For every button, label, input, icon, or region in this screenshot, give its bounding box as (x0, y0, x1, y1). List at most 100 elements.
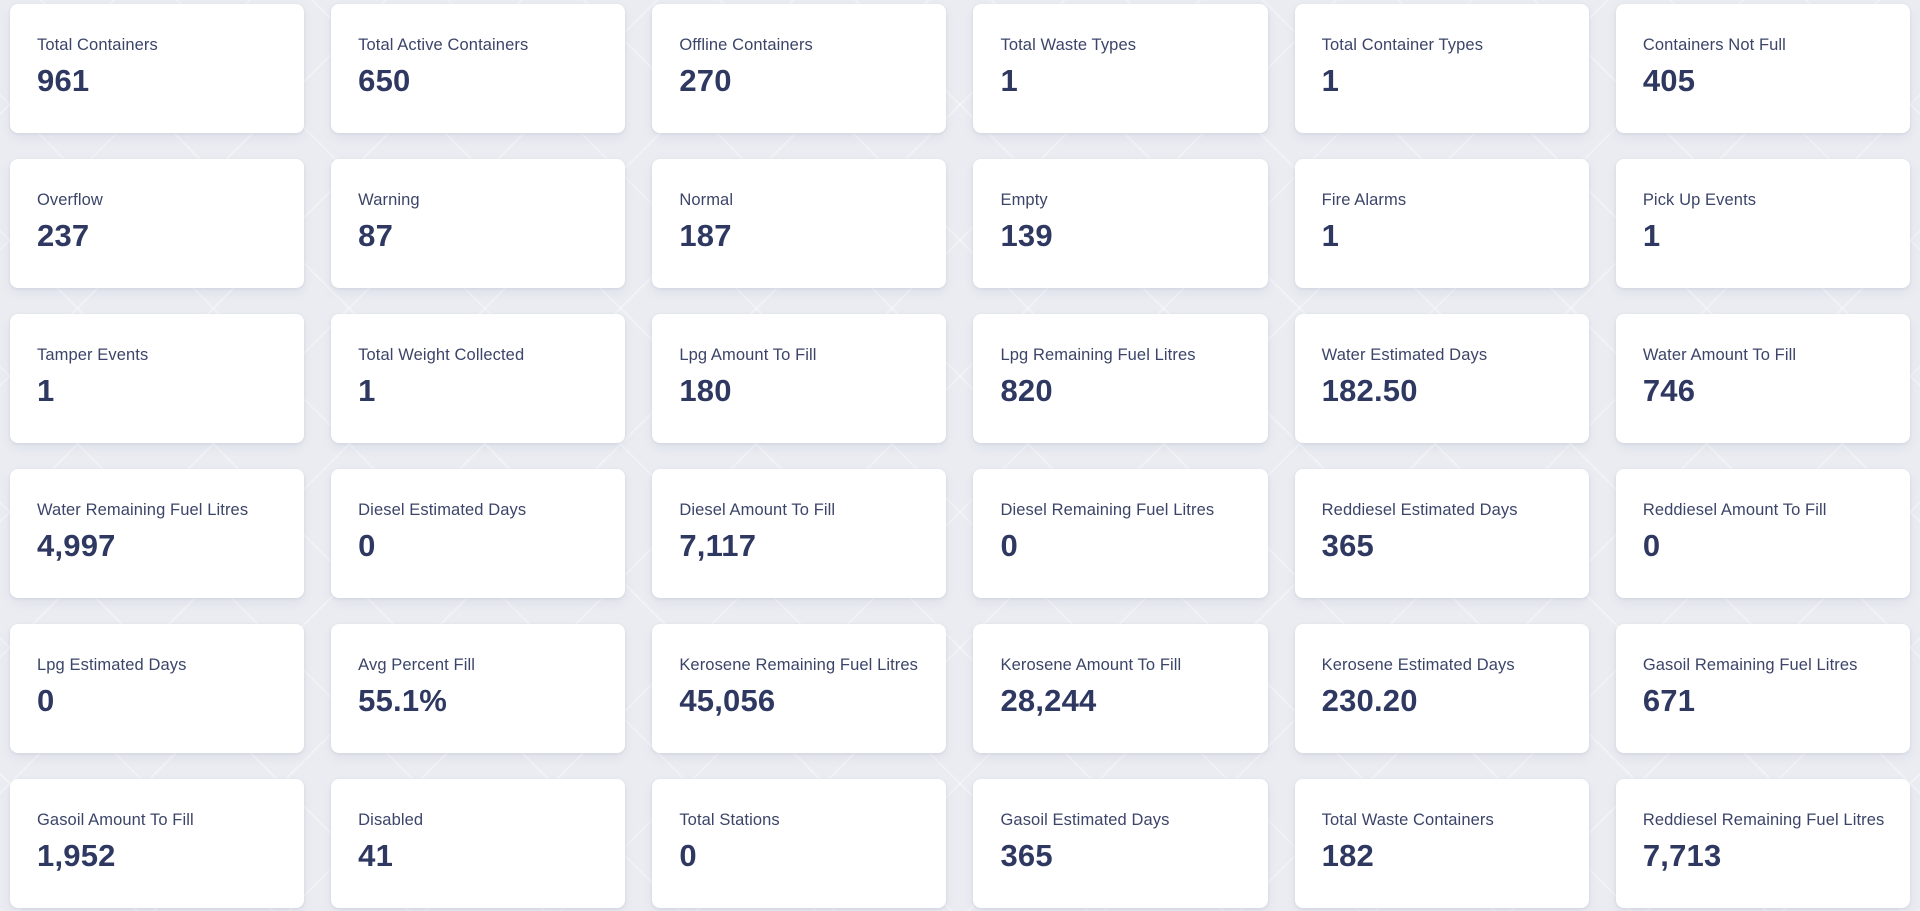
stat-card: Diesel Amount To Fill 7,117 (652, 469, 947, 598)
stat-card-value: 820 (1000, 373, 1053, 408)
stat-card-label: Total Containers (37, 36, 158, 54)
stat-card-value: 270 (679, 63, 732, 98)
stat-card: Total Active Containers 650 (331, 4, 626, 133)
stat-card: Lpg Remaining Fuel Litres 820 (973, 314, 1268, 443)
stat-card-value: 55.1% (358, 683, 448, 718)
stat-card-value: 0 (37, 683, 55, 718)
stat-card: Overflow 237 (10, 159, 305, 288)
stat-card-value: 1 (1321, 218, 1340, 253)
stat-card-value: 230.20 (1321, 683, 1418, 718)
stat-card: Kerosene Amount To Fill 28,244 (973, 624, 1268, 753)
stat-card-value: 0 (1000, 528, 1018, 563)
stat-card-value: 365 (1321, 528, 1374, 563)
stat-card-value: 0 (679, 838, 697, 873)
stat-card-label: Total Active Containers (358, 36, 529, 54)
stat-card: Gasoil Amount To Fill 1,952 (10, 779, 305, 908)
stat-card: Total Waste Containers 182 (1294, 779, 1589, 908)
stat-card: Containers Not Full 405 (1615, 4, 1910, 133)
stat-card: Water Remaining Fuel Litres 4,997 (10, 469, 305, 598)
stat-card: Lpg Amount To Fill 180 (652, 314, 947, 443)
stat-card: Total Container Types 1 (1294, 4, 1589, 133)
stat-card-label: Tamper Events (37, 346, 149, 364)
stat-card: Total Waste Types 1 (973, 4, 1268, 133)
stat-card: Reddiesel Estimated Days 365 (1294, 469, 1589, 598)
stat-card-value: 187 (679, 218, 732, 253)
stat-card-label: Containers Not Full (1642, 36, 1786, 54)
stat-card: Water Estimated Days 182.50 (1294, 314, 1589, 443)
stat-card-label: Lpg Remaining Fuel Litres (1000, 346, 1196, 364)
stat-card-value: 237 (37, 218, 90, 253)
stat-card-label: Kerosene Amount To Fill (1000, 656, 1182, 674)
stat-card: Empty 139 (973, 159, 1268, 288)
stat-card-label: Gasoil Estimated Days (1000, 811, 1170, 829)
stat-card-label: Offline Containers (679, 36, 813, 54)
stat-card-value: 1 (1642, 218, 1661, 253)
stat-card: Reddiesel Remaining Fuel Litres 7,713 (1615, 779, 1910, 908)
stat-card: Diesel Remaining Fuel Litres 0 (973, 469, 1268, 598)
stat-card-value: 45,056 (679, 683, 776, 718)
stat-card: Avg Percent Fill 55.1% (331, 624, 626, 753)
stat-card: Warning 87 (331, 159, 626, 288)
stat-card-value: 365 (1000, 838, 1053, 873)
stat-card-label: Overflow (37, 191, 103, 209)
stat-card-value: 1 (1321, 63, 1340, 98)
stat-card-label: Diesel Amount To Fill (679, 501, 836, 519)
stat-card-value: 1 (37, 373, 55, 408)
stat-card-value: 180 (679, 373, 732, 408)
stat-card-label: Kerosene Estimated Days (1321, 656, 1515, 674)
stat-card: Pick Up Events 1 (1615, 159, 1910, 288)
stat-card-value: 1 (358, 373, 376, 408)
stat-card-label: Total Waste Types (1000, 36, 1137, 54)
stat-card: Lpg Estimated Days 0 (10, 624, 305, 753)
stat-card-label: Lpg Estimated Days (37, 656, 187, 674)
stat-card: Diesel Estimated Days 0 (331, 469, 626, 598)
stat-card: Total Stations 0 (652, 779, 947, 908)
stat-card-label: Lpg Amount To Fill (679, 346, 817, 364)
stat-card: Disabled 41 (331, 779, 626, 908)
stat-card: Kerosene Estimated Days 230.20 (1294, 624, 1589, 753)
stat-card-label: Total Container Types (1321, 36, 1484, 54)
stat-card: Gasoil Estimated Days 365 (973, 779, 1268, 908)
stat-card-label: Gasoil Amount To Fill (37, 811, 194, 829)
stat-card-value: 746 (1642, 373, 1696, 408)
stat-card-value: 182.50 (1321, 373, 1418, 408)
stat-card-label: Total Waste Containers (1321, 811, 1494, 829)
stat-card-label: Water Estimated Days (1321, 346, 1488, 364)
stat-card-label: Warning (358, 191, 420, 209)
stat-card-label: Reddiesel Amount To Fill (1642, 501, 1827, 519)
stat-card: Fire Alarms 1 (1294, 159, 1589, 288)
stat-card-label: Empty (1000, 191, 1048, 209)
stat-card-value: 87 (358, 218, 394, 253)
stat-card-value: 405 (1642, 63, 1696, 98)
stat-card: Normal 187 (652, 159, 947, 288)
stat-card-label: Gasoil Remaining Fuel Litres (1642, 656, 1858, 674)
stat-card: Total Weight Collected 1 (331, 314, 626, 443)
stat-card-value: 28,244 (1000, 683, 1097, 718)
stat-card-label: Normal (679, 191, 734, 209)
stat-card-value: 0 (1642, 528, 1661, 563)
stat-card-value: 961 (37, 63, 90, 98)
stat-card-value: 7,117 (679, 528, 757, 563)
stat-card-label: Reddiesel Estimated Days (1321, 501, 1518, 519)
stat-card-value: 1 (1000, 63, 1018, 98)
stat-card: Reddiesel Amount To Fill 0 (1615, 469, 1910, 598)
stat-card-label: Total Stations (679, 811, 780, 829)
stat-card-value: 139 (1000, 218, 1053, 253)
stat-card-label: Total Weight Collected (358, 346, 525, 364)
stat-card-label: Avg Percent Fill (358, 656, 475, 674)
stat-card-label: Reddiesel Remaining Fuel Litres (1642, 811, 1885, 829)
stat-card: Total Containers 961 (10, 4, 305, 133)
stat-card-value: 671 (1642, 683, 1696, 718)
stat-card-label: Pick Up Events (1642, 191, 1757, 209)
stat-card-value: 4,997 (37, 528, 116, 563)
stat-card-value: 1,952 (37, 838, 116, 873)
stat-card: Tamper Events 1 (10, 314, 305, 443)
stat-card-value: 182 (1321, 838, 1374, 873)
stat-card-value: 650 (358, 63, 411, 98)
stat-card: Water Amount To Fill 746 (1615, 314, 1910, 443)
stat-card-label: Diesel Estimated Days (358, 501, 527, 519)
stat-card-value: 0 (358, 528, 376, 563)
stat-card-label: Fire Alarms (1321, 191, 1407, 209)
